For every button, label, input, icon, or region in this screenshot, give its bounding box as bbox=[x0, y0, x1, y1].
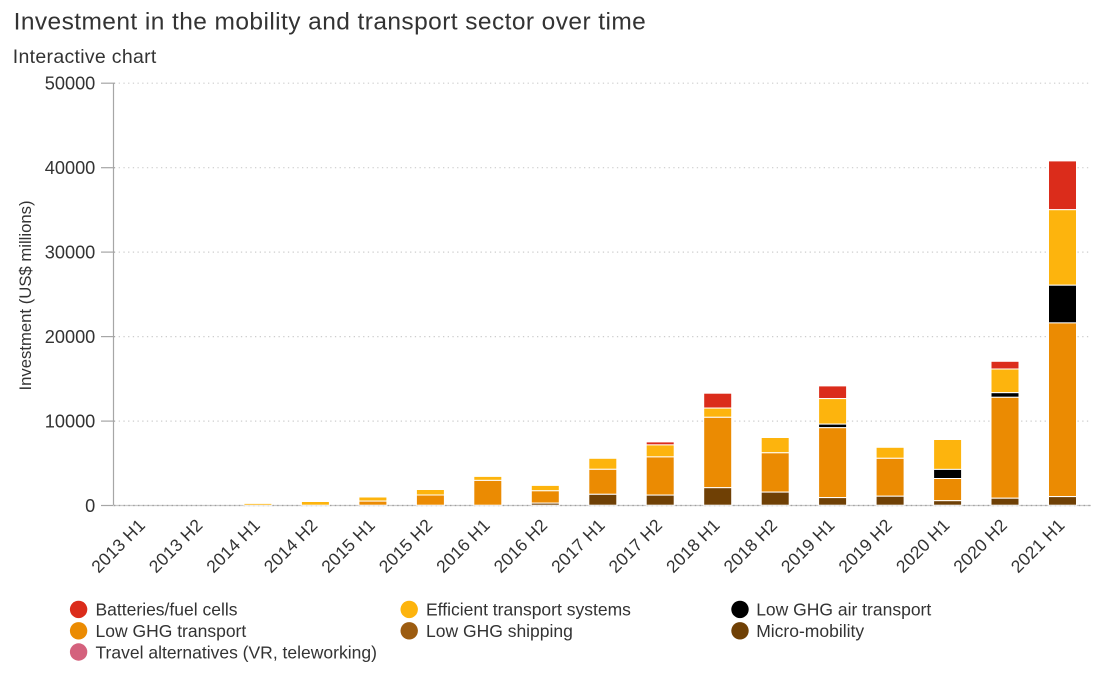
svg-text:Batteries/fuel cells: Batteries/fuel cells bbox=[96, 600, 238, 620]
svg-text:Low GHG transport: Low GHG transport bbox=[96, 621, 247, 641]
svg-text:20000: 20000 bbox=[45, 327, 96, 347]
svg-text:50000: 50000 bbox=[45, 74, 96, 94]
svg-text:Investment (US$ millions): Investment (US$ millions) bbox=[16, 200, 35, 390]
svg-text:10000: 10000 bbox=[45, 411, 96, 431]
svg-text:30000: 30000 bbox=[45, 243, 96, 263]
svg-text:Micro-mobility: Micro-mobility bbox=[756, 621, 864, 641]
svg-text:Efficient transport systems: Efficient transport systems bbox=[426, 600, 631, 620]
svg-text:0: 0 bbox=[85, 496, 95, 516]
svg-text:40000: 40000 bbox=[45, 158, 96, 178]
svg-text:Interactive chart: Interactive chart bbox=[13, 46, 157, 68]
svg-text:Low GHG shipping: Low GHG shipping bbox=[426, 621, 573, 641]
svg-text:Investment in the mobility and: Investment in the mobility and transport… bbox=[14, 9, 647, 36]
svg-text:Low GHG air transport: Low GHG air transport bbox=[756, 600, 931, 620]
svg-text:Travel alternatives (VR, telew: Travel alternatives (VR, teleworking) bbox=[96, 642, 377, 662]
